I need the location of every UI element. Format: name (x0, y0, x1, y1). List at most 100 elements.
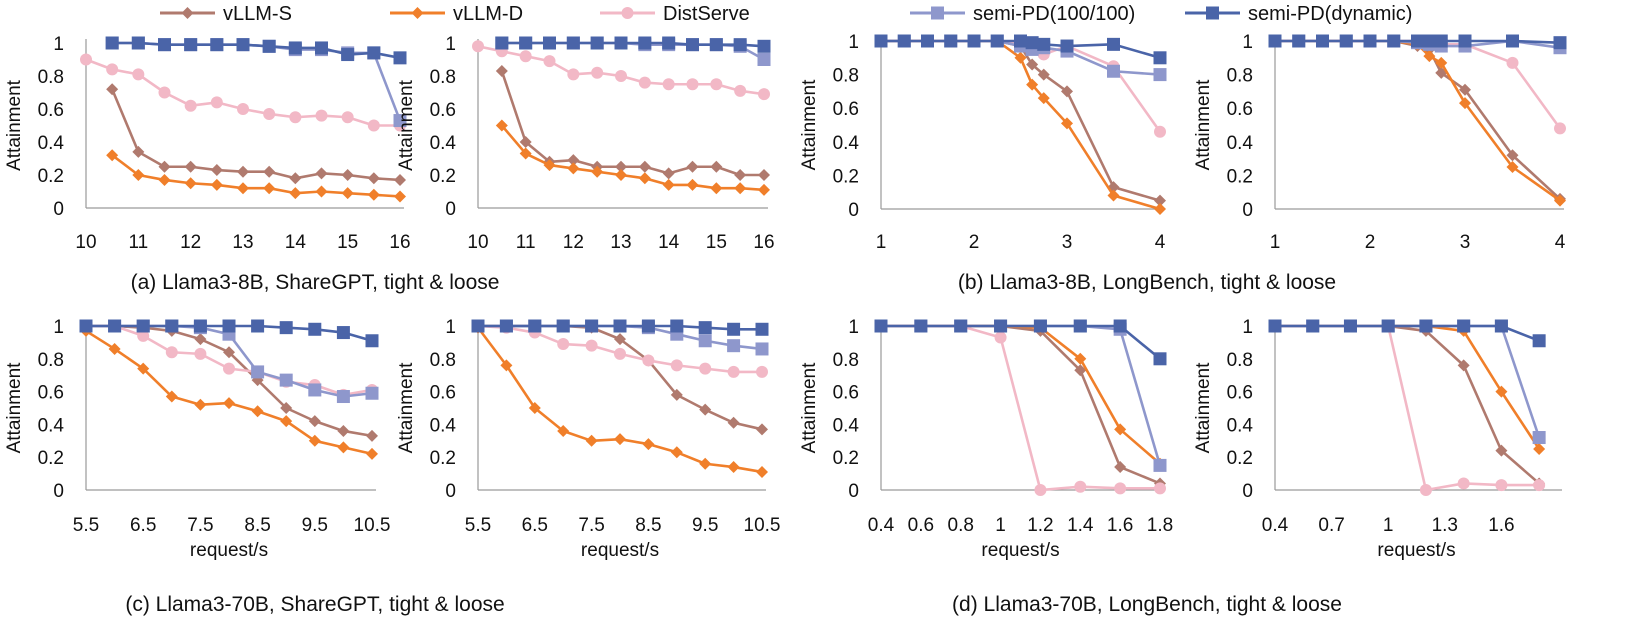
data-point (698, 334, 712, 348)
data-point (184, 99, 197, 112)
data-point (1494, 319, 1508, 333)
y-tick-label: 0 (445, 481, 456, 502)
data-point (1154, 194, 1166, 207)
legend-item-semi_pd_dynamic: semi-PD(dynamic) (1185, 3, 1412, 25)
x-tick-label: 6.5 (130, 515, 156, 536)
data-point (567, 68, 580, 81)
y-tick-label: 0.2 (1227, 448, 1253, 469)
y-tick-label: 0.6 (833, 383, 859, 404)
data-point (1435, 56, 1448, 69)
data-point (336, 390, 350, 404)
data-point (184, 38, 198, 52)
data-point (1554, 122, 1566, 135)
data-point (1061, 117, 1073, 130)
data-point (1114, 482, 1127, 495)
data-point (1153, 51, 1167, 65)
y-tick-label: 0 (848, 200, 859, 221)
data-point (341, 169, 354, 181)
data-point (1037, 37, 1051, 51)
y-axis-title: Attainment (1193, 79, 1214, 171)
caption-c: (c) Llama3-70B, ShareGPT, tight & loose (125, 593, 504, 616)
data-point (585, 434, 598, 447)
data-point (1074, 364, 1087, 377)
data-point (638, 36, 652, 50)
data-point (495, 119, 508, 132)
chart-panel-d-loose: 0 0.2 0.4 0.6 0.8 1 0.4 0.7 1 1.3 1.6 Attainment req… (1193, 317, 1562, 561)
x-tick-label: 15 (706, 232, 727, 253)
data-point (1422, 34, 1436, 48)
x-tick-label: 13 (610, 232, 631, 253)
data-point (210, 178, 223, 191)
x-tick-label: 0.6 (908, 515, 934, 536)
data-point (670, 446, 683, 459)
data-point (921, 34, 934, 48)
legend-label: vLLM-D (453, 3, 523, 25)
data-point (686, 38, 699, 52)
chart-panel-c-loose: 0 0.2 0.4 0.6 0.8 1 5.5 6.5 7.5 8.5 9.5 10.5 Attainm… (396, 317, 780, 561)
series-semi_pd_dynamic (874, 34, 1167, 65)
y-axis-title: Attainment (396, 362, 417, 454)
data-point (686, 160, 699, 173)
legend-label: vLLM-S (223, 3, 292, 25)
data-point (710, 182, 723, 195)
y-tick-label: 0.8 (430, 67, 456, 88)
x-tick-label: 14 (658, 232, 680, 253)
data-point (1457, 359, 1470, 372)
data-point (158, 160, 171, 173)
series-distserve (472, 40, 770, 101)
x-tick-label: 1.4 (1067, 515, 1094, 536)
data-point (131, 36, 145, 50)
series-line-semi_pd_dynamic (881, 324, 1161, 360)
data-point (662, 167, 675, 180)
data-point (1153, 352, 1167, 366)
data-point (472, 40, 484, 53)
data-point (1033, 319, 1047, 333)
data-point (1153, 68, 1167, 82)
x-tick-label: 1.3 (1432, 515, 1458, 536)
series-semi_pd_dynamic (79, 319, 379, 348)
data-point (367, 188, 380, 201)
series-line-vllm_d (881, 324, 1161, 465)
series-vllm_d (106, 149, 406, 203)
series-vllm_d (875, 35, 1166, 215)
data-point (1268, 319, 1282, 333)
data-point (280, 415, 293, 428)
x-tick-label: 7.5 (187, 515, 213, 536)
y-tick-label: 1 (848, 32, 859, 53)
data-point (757, 39, 771, 53)
data-point (158, 38, 171, 52)
legend-swatch-marker (181, 7, 194, 19)
x-tick-label: 10 (467, 232, 488, 253)
x-tick-label: 2 (969, 232, 980, 253)
data-point (914, 319, 928, 333)
data-point (757, 53, 771, 66)
data-point (223, 397, 235, 410)
data-point (1457, 319, 1471, 333)
y-tick-label: 0.4 (833, 415, 860, 436)
data-point (1434, 34, 1448, 48)
data-point (223, 362, 235, 375)
chart-panel-a-tight: 0 0.2 0.4 0.6 0.8 1 10 11 12 13 14 15 16 Attainment (4, 34, 411, 253)
data-point (237, 182, 249, 195)
y-tick-label: 0 (53, 481, 64, 502)
data-point (165, 390, 178, 403)
data-point (279, 373, 293, 387)
data-point (528, 402, 541, 414)
data-point (289, 187, 302, 200)
data-point (1026, 78, 1039, 91)
data-point (614, 433, 626, 446)
data-point (1458, 34, 1472, 48)
caption-a: (a) Llama3-8B, ShareGPT, tight & loose (131, 271, 500, 294)
series-vllm_d (472, 321, 768, 478)
x-tick-label: 8.5 (635, 515, 661, 536)
data-point (709, 38, 723, 52)
data-point (615, 70, 627, 82)
data-point (1114, 461, 1127, 474)
data-point (158, 86, 171, 99)
data-point (495, 65, 508, 78)
data-point (591, 66, 604, 79)
data-point (758, 183, 770, 196)
y-tick-label: 0 (53, 199, 64, 220)
data-point (1459, 97, 1471, 110)
data-point (662, 178, 675, 191)
